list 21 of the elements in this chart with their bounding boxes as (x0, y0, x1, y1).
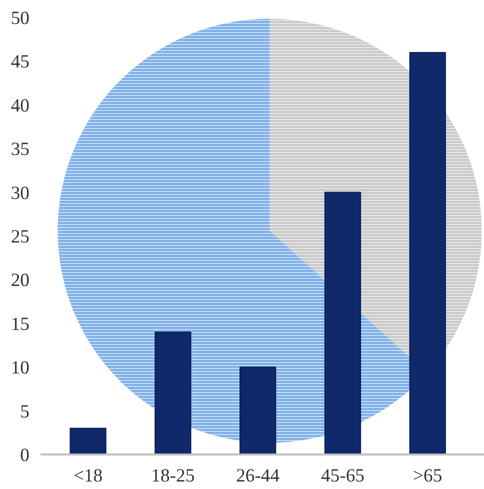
x-tick-label: >65 (413, 466, 442, 486)
bar (154, 332, 192, 454)
y-tick-label: 35 (10, 139, 30, 160)
bar (70, 428, 106, 454)
y-tick-label: 15 (10, 314, 30, 335)
bar (409, 52, 446, 454)
y-tick-label: 5 (20, 401, 30, 422)
bar (240, 366, 276, 454)
y-tick-label: 20 (10, 270, 30, 292)
x-tick-label: 18-25 (151, 466, 195, 486)
y-tick-label: 50 (10, 8, 30, 29)
y-tick-label: 30 (10, 182, 30, 204)
y-tick-label: 45 (10, 52, 30, 73)
x-tick-label: <18 (73, 466, 103, 486)
x-tick-label: 26-44 (236, 466, 280, 486)
y-tick-label: 0 (20, 445, 30, 466)
x-tick-label: 45-65 (320, 466, 364, 486)
bar (324, 192, 362, 454)
y-tick-label: 10 (10, 358, 30, 379)
y-tick-label: 40 (10, 95, 30, 116)
y-tick-label: 25 (10, 226, 30, 248)
